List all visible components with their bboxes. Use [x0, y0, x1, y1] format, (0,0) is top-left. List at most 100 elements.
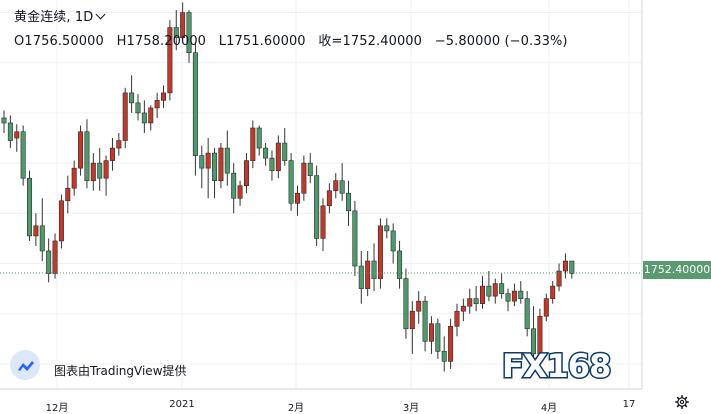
credit-text: 图表由TradingView提供	[54, 364, 187, 378]
fx168-logo: FX168	[501, 347, 613, 383]
candle	[282, 127, 288, 166]
candle	[403, 268, 409, 339]
candle-body	[371, 260, 377, 279]
candle-body	[135, 102, 141, 114]
candle-body	[301, 162, 307, 194]
candle	[371, 243, 377, 292]
candle-body	[186, 12, 192, 54]
candle-body	[78, 131, 84, 169]
candle	[294, 185, 300, 216]
close-value: 收=1752.40000	[318, 34, 423, 49]
candle-body	[46, 250, 52, 274]
candle	[97, 148, 103, 191]
candle	[167, 20, 173, 101]
chevron-down-icon[interactable]	[95, 9, 106, 20]
symbol-header[interactable]: 黄金连续, 1D	[14, 6, 106, 25]
candle-body	[562, 260, 568, 272]
tradingview-cloud-icon	[10, 350, 40, 380]
candle-body	[569, 260, 575, 274]
candle	[199, 145, 205, 189]
candle-body	[33, 225, 39, 237]
candle-body	[448, 325, 454, 362]
candle	[397, 240, 403, 289]
candle-body	[422, 300, 428, 342]
candle	[84, 119, 90, 189]
candle-body	[358, 265, 364, 289]
candle-body	[237, 185, 243, 199]
ohlc-readout: O1756.50000 H1758.20000 L1751.60000 收=17…	[14, 30, 568, 49]
candle-body	[537, 315, 543, 355]
candle	[135, 94, 141, 121]
candle-body	[390, 230, 396, 252]
candle	[250, 120, 256, 169]
candle-body	[103, 160, 109, 179]
candle-body	[116, 140, 122, 149]
candle-body	[352, 210, 358, 267]
candle	[275, 135, 281, 179]
symbol-name: 黄金连续	[14, 10, 67, 25]
candle-body	[460, 305, 466, 312]
candle	[161, 85, 167, 108]
candle-body	[556, 270, 562, 287]
candle-body	[326, 190, 332, 207]
candle-body	[154, 100, 160, 109]
candle	[7, 115, 13, 149]
candle	[486, 271, 492, 302]
candle-body	[518, 290, 524, 299]
candle-body	[39, 225, 45, 252]
candle	[52, 233, 58, 279]
candle	[71, 160, 77, 196]
x-tick-label: 17	[622, 399, 636, 410]
candle-body	[275, 142, 281, 171]
candle	[212, 148, 218, 199]
candle-body	[505, 293, 511, 302]
candle	[307, 153, 313, 184]
candle	[473, 286, 479, 312]
candle-body	[269, 157, 275, 171]
candle	[333, 173, 339, 199]
candle-body	[333, 180, 339, 192]
candle-body	[218, 147, 224, 181]
candle	[346, 180, 352, 226]
candle-body	[314, 175, 320, 239]
candle-body	[435, 323, 441, 352]
candle	[173, 10, 179, 51]
candle	[141, 100, 147, 134]
candle-body	[148, 107, 154, 124]
candle	[531, 306, 537, 364]
candle-body	[58, 200, 64, 242]
candle	[499, 273, 505, 299]
x-tick-label: 3月	[402, 403, 420, 414]
candle	[422, 296, 428, 352]
candle-body	[192, 52, 198, 156]
candle-body	[243, 160, 249, 187]
candle-body	[7, 122, 13, 141]
candle	[365, 250, 371, 297]
chart-candles	[1, 2, 575, 372]
candle	[550, 281, 556, 304]
candle	[416, 291, 422, 324]
candle-body	[231, 172, 237, 199]
x-tick-label: 4月	[540, 403, 558, 414]
candle-body	[511, 290, 517, 302]
candle-body	[486, 285, 492, 297]
candle-body	[531, 328, 537, 355]
candle	[58, 194, 64, 249]
candle	[314, 165, 320, 246]
candle-body	[180, 12, 186, 38]
last-price-label: 1752.40000	[643, 261, 711, 279]
candle	[556, 263, 562, 292]
candle	[205, 138, 211, 199]
candle	[428, 316, 434, 354]
candle-body	[307, 162, 313, 176]
gear-icon[interactable]	[675, 395, 689, 409]
candle	[448, 318, 454, 369]
candle-body	[141, 112, 147, 124]
candle-body	[294, 192, 300, 204]
candle	[543, 293, 549, 322]
candle-body	[173, 27, 179, 38]
candle	[186, 10, 192, 63]
candle-body	[167, 27, 173, 94]
candle	[505, 288, 511, 312]
